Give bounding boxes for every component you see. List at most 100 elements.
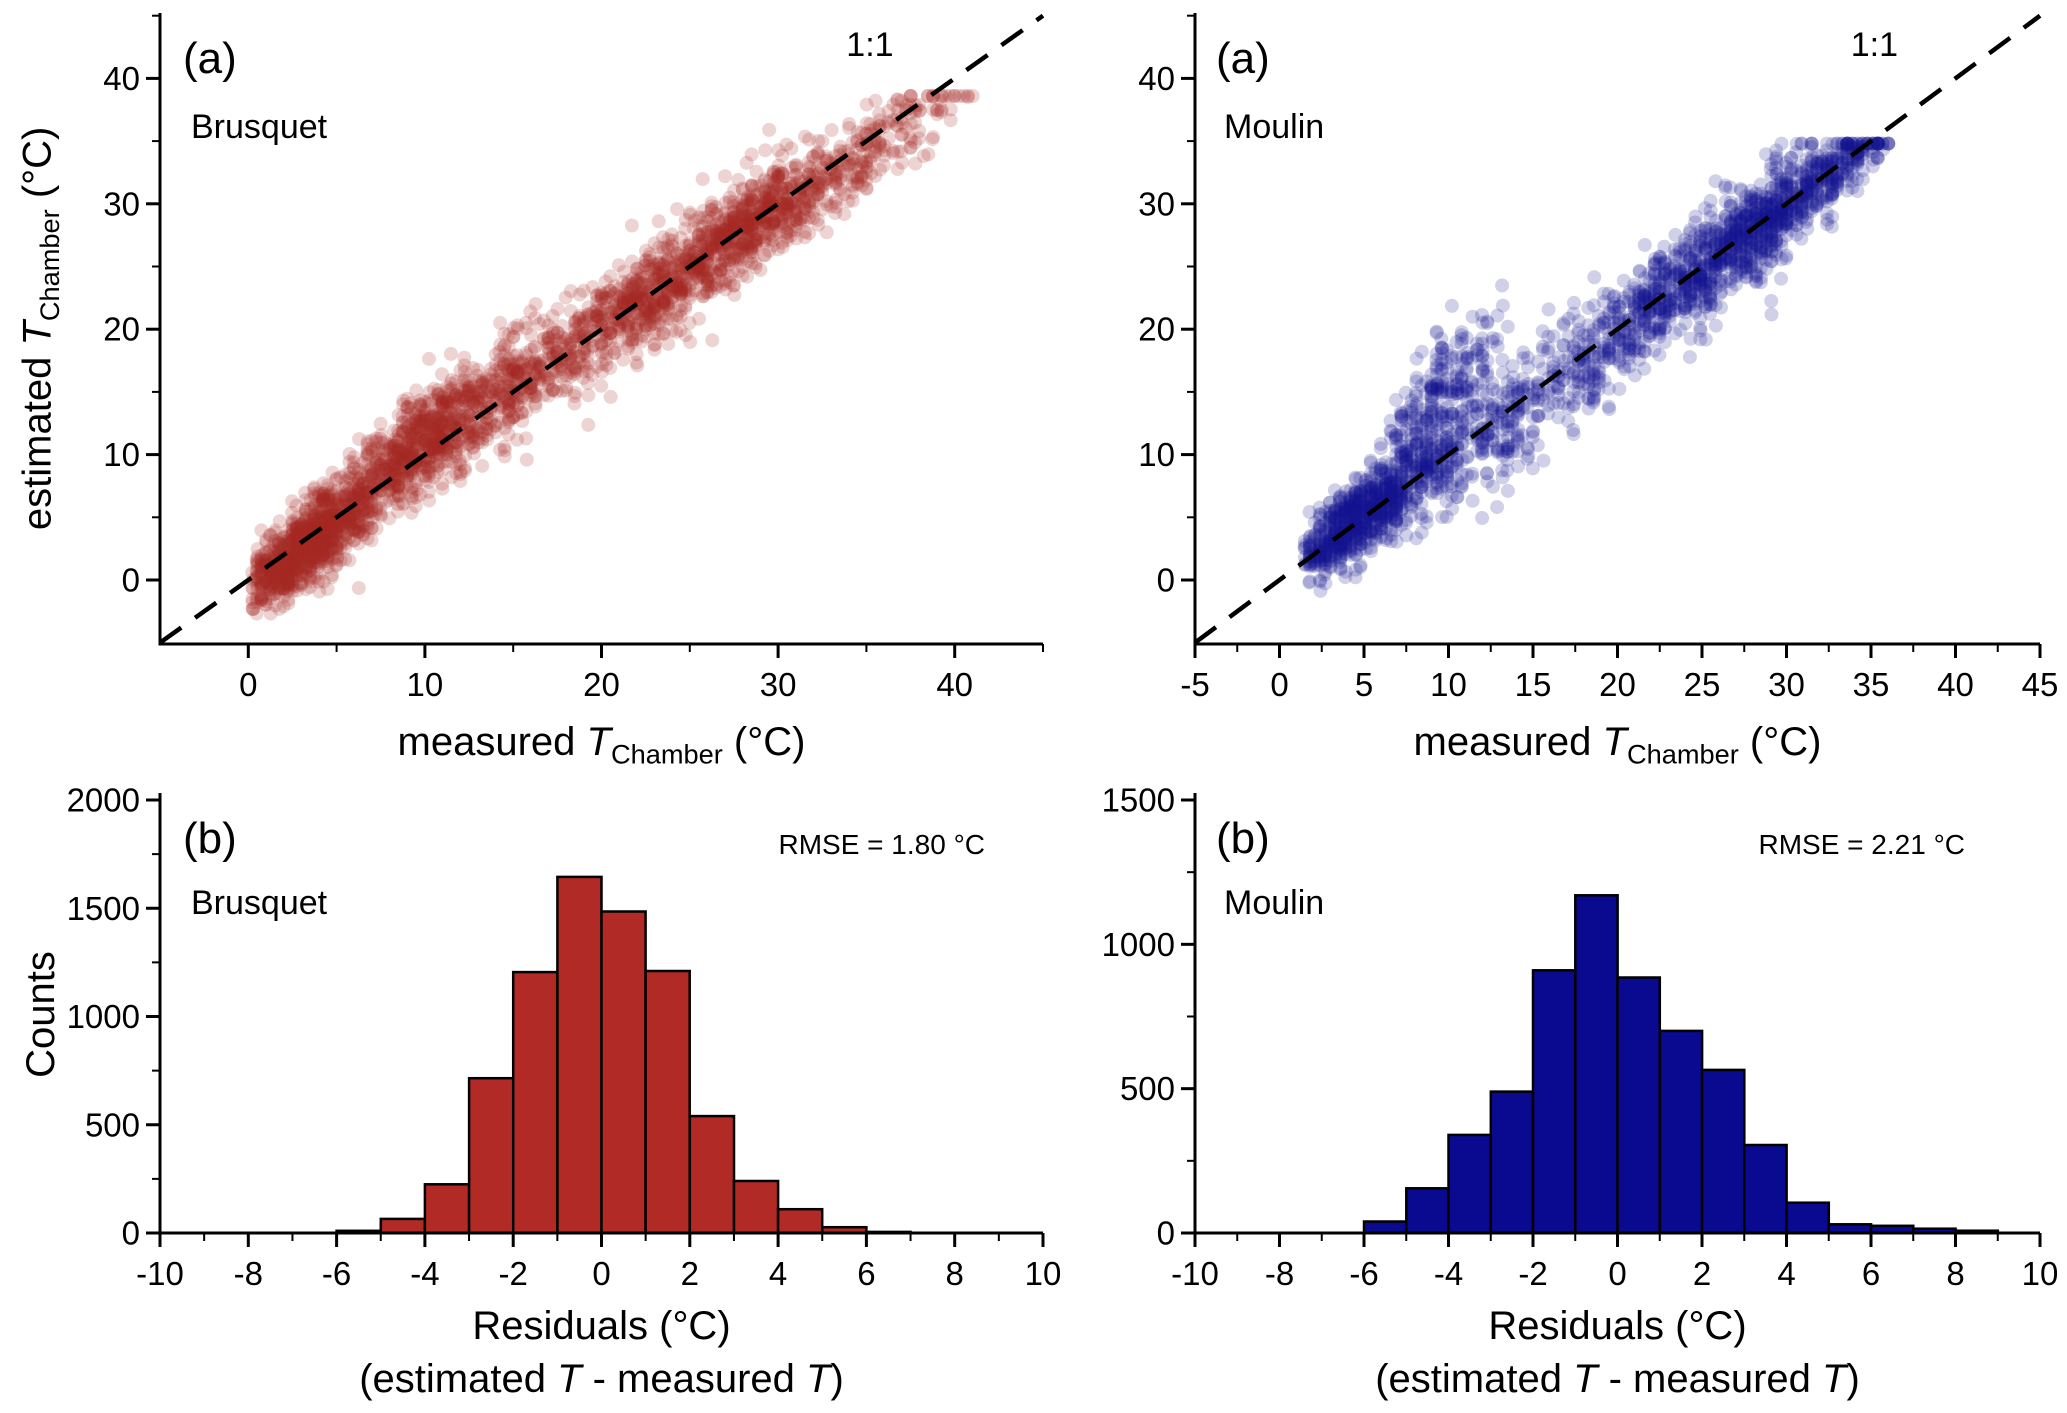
y-tick-label: 0 xyxy=(122,562,140,599)
histogram-bar xyxy=(379,1217,427,1235)
x-tick-label: 25 xyxy=(1684,666,1721,703)
one-to-one-line xyxy=(158,13,1045,645)
y-axis-title-counts: Counts xyxy=(8,795,74,1233)
histogram-bar xyxy=(1658,1029,1704,1235)
histogram-bar xyxy=(1362,1220,1408,1235)
one-to-one-label: 1:1 xyxy=(1851,26,1898,64)
histogram-bar xyxy=(511,970,559,1235)
x-tick-label: 20 xyxy=(1599,666,1636,703)
x-tick-label: 40 xyxy=(1937,666,1974,703)
histogram-bar xyxy=(776,1207,824,1235)
one-to-one-label: 1:1 xyxy=(846,26,893,64)
rmse-value-moulin: RMSE = 2.21 °C xyxy=(1758,829,1966,860)
x-tick-label: 10 xyxy=(407,666,444,703)
y-tick-label: 1500 xyxy=(67,890,140,927)
residuals-label-line1: Residuals (°C) xyxy=(1488,1304,1747,1348)
scatter-moulin-axes: -5 0 5 10 15 20 25 30 35 40 45 0 10 20 30 40 xyxy=(1138,13,2058,703)
x-tick-label: 2 xyxy=(681,1255,699,1292)
x-tick-label: 4 xyxy=(1777,1255,1795,1292)
x-tick-label: 40 xyxy=(936,666,973,703)
y-axis-title-scatter-brusquet: estimated TChamber (°C) xyxy=(8,13,74,644)
hist-brusquet-axes: -10 -8 -6 -4 -2 0 2 4 6 8 10 0 500 1000 1500 2000 xyxy=(67,782,1062,1293)
x-tick-label: 10 xyxy=(2022,1255,2059,1292)
x-tick-label: -4 xyxy=(1434,1255,1463,1292)
x-tick-label: -6 xyxy=(1349,1255,1378,1292)
hist-brusquet-bars xyxy=(335,875,912,1235)
hist-brusquet: -10 -8 -6 -4 -2 0 2 4 6 8 10 0 500 1000 1500 2000 xyxy=(67,782,1062,1293)
y-tick-label: 500 xyxy=(1120,1070,1175,1107)
panel-letter-top-right: (a) xyxy=(1216,34,1270,83)
histogram-bar xyxy=(1700,1068,1746,1235)
histogram-bar xyxy=(600,910,647,1235)
x-tick-label: 6 xyxy=(1862,1255,1880,1292)
y-tick-label: 500 xyxy=(85,1106,140,1143)
site-label-brusquet-hist: Brusquet xyxy=(191,884,328,922)
panel-letter-bottom-left: (b) xyxy=(183,814,237,863)
y-tick-label: 2000 xyxy=(67,782,140,819)
histogram-bar xyxy=(1447,1133,1493,1235)
scatter-brusquet-axes: 0 10 20 30 40 0 10 20 30 40 xyxy=(103,13,1044,703)
y-tick-label: 10 xyxy=(103,436,140,473)
x-tick-label: -10 xyxy=(1171,1255,1219,1292)
x-tick-label: 6 xyxy=(857,1255,875,1292)
histogram-bar xyxy=(467,1076,515,1235)
y-tick-label: 10 xyxy=(1138,436,1175,473)
histogram-bar xyxy=(1616,976,1662,1235)
x-tick-label: -6 xyxy=(322,1255,351,1292)
x-tick-label: 5 xyxy=(1355,666,1373,703)
y-axis-title-text: Counts xyxy=(18,950,63,1078)
x-tick-label: -10 xyxy=(136,1255,184,1292)
hist-moulin-bars xyxy=(1362,894,2000,1235)
y-tick-label: 40 xyxy=(1138,60,1175,97)
x-tick-label: 30 xyxy=(1768,666,1805,703)
x-tick-label: 4 xyxy=(769,1255,787,1292)
x-tick-label: 2 xyxy=(1693,1255,1711,1292)
histogram-bar xyxy=(644,969,691,1235)
histogram-bar xyxy=(1531,969,1577,1235)
y-tick-label: 20 xyxy=(103,311,140,348)
x-tick-label: 15 xyxy=(1515,666,1552,703)
y-tick-label: 0 xyxy=(122,1215,140,1252)
rmse-value-brusquet: RMSE = 1.80 °C xyxy=(778,829,986,860)
y-tick-label: 1000 xyxy=(67,998,140,1035)
histogram-bar xyxy=(556,875,603,1235)
histogram-bar xyxy=(732,1179,780,1235)
histogram-bar xyxy=(1574,894,1619,1235)
scatter-moulin: 1:1 -5 0 5 10 15 20 25 30 35 40 45 0 10 20 30 40 xyxy=(1138,13,2058,703)
x-tick-label: 0 xyxy=(239,666,257,703)
y-tick-label: 20 xyxy=(1138,311,1175,348)
one-to-one-line xyxy=(1193,13,2042,645)
site-label-moulin-hist: Moulin xyxy=(1224,884,1325,922)
x-tick-label: 45 xyxy=(2022,666,2059,703)
y-tick-label: 30 xyxy=(1138,185,1175,222)
hist-moulin: -10 -8 -6 -4 -2 0 2 4 6 8 10 0 500 1000 1500 xyxy=(1102,781,2059,1292)
y-axis-title-text: estimated TChamber (°C) xyxy=(15,126,66,531)
hist-moulin-axes: -10 -8 -6 -4 -2 0 2 4 6 8 10 0 500 1000 1500 xyxy=(1102,781,2059,1292)
x-tick-label: 35 xyxy=(1853,666,1890,703)
histogram-bar xyxy=(1785,1201,1831,1235)
x-tick-label: -4 xyxy=(410,1255,439,1292)
x-axis-title-hist-brusquet: Residuals (°C) (estimated T - measured T… xyxy=(160,1300,1043,1406)
x-tick-label: -5 xyxy=(1180,666,1209,703)
x-tick-label: 10 xyxy=(1025,1255,1062,1292)
scatter-moulin-points xyxy=(1297,136,1896,598)
x-tick-label: 20 xyxy=(583,666,620,703)
x-tick-label: -8 xyxy=(234,1255,263,1292)
y-tick-label: 30 xyxy=(103,185,140,222)
histogram-bar xyxy=(1743,1143,1788,1235)
x-axis-title-hist-moulin: Residuals (°C) (estimated T - measured T… xyxy=(1195,1300,2040,1406)
x-axis-title-scatter-moulin: measured TChamber (°C) xyxy=(1413,720,1822,770)
x-tick-label: 0 xyxy=(1608,1255,1626,1292)
histogram-bar xyxy=(1489,1090,1535,1235)
panel-letter-bottom-right: (b) xyxy=(1216,814,1270,863)
x-tick-label: 10 xyxy=(1430,666,1467,703)
x-tick-label: -2 xyxy=(499,1255,528,1292)
histogram-bar xyxy=(1405,1187,1450,1235)
y-tick-label: 1000 xyxy=(1102,926,1175,963)
x-tick-label: -2 xyxy=(1518,1255,1547,1292)
residuals-label-line2: (estimated T - measured T) xyxy=(1375,1357,1860,1401)
residuals-label-line1: Residuals (°C) xyxy=(472,1304,731,1348)
histogram-bar xyxy=(423,1183,471,1235)
